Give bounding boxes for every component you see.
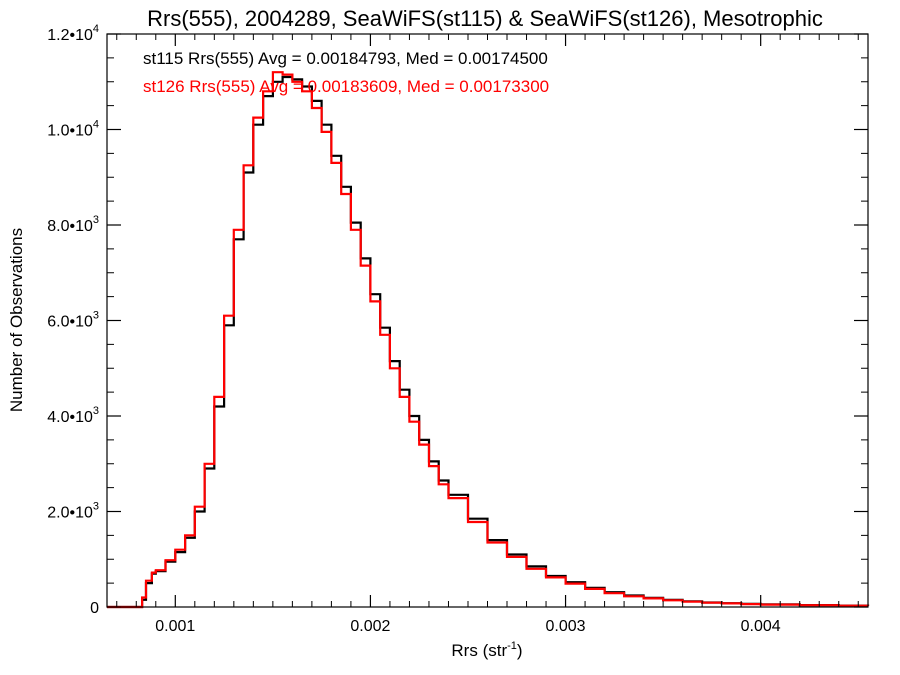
y-tick-label-6: 1.2•104: [47, 23, 99, 44]
annotation-layer: st115 Rrs(555) Avg = 0.00184793, Med = 0…: [143, 49, 549, 96]
series-line-2: [107, 71, 870, 609]
y-tick-label-5: 1.0•104: [47, 119, 99, 140]
annotation-1: st115 Rrs(555) Avg = 0.00184793, Med = 0…: [143, 49, 548, 68]
x-tick-label-3: 0.004: [741, 618, 781, 635]
y-tick-label-2: 4.0•103: [47, 405, 99, 426]
axis-layer: 0.001 0.002 0.003 0.004 0 2.0•103 4.0•103 6.0•1…: [47, 23, 869, 635]
x-tick-label-0: 0.001: [155, 618, 195, 635]
chart-title: Rrs(555), 2004289, SeaWiFS(st115) & SeaW…: [147, 6, 823, 31]
x-axis-label-exponent: -1: [507, 640, 517, 652]
series-layer: [107, 71, 870, 609]
x-axis-label-close: ): [517, 641, 523, 660]
x-axis-label-main: Rrs (str: [451, 641, 507, 660]
x-axis-label: Rrs (str-1): [451, 640, 522, 660]
y-tick-label-3: 6.0•103: [47, 310, 99, 331]
x-tick-label-2: 0.003: [546, 618, 586, 635]
y-tick-label-1: 2.0•103: [47, 501, 99, 522]
y-tick-label-4: 8.0•103: [47, 214, 99, 235]
annotation-2: st126 Rrs(555) Avg = 0.00183609, Med = 0…: [143, 77, 549, 96]
y-tick-label-0: 0: [90, 600, 99, 617]
x-tick-label-1: 0.002: [350, 618, 390, 635]
y-axis-label: Number of Observations: [7, 228, 26, 412]
